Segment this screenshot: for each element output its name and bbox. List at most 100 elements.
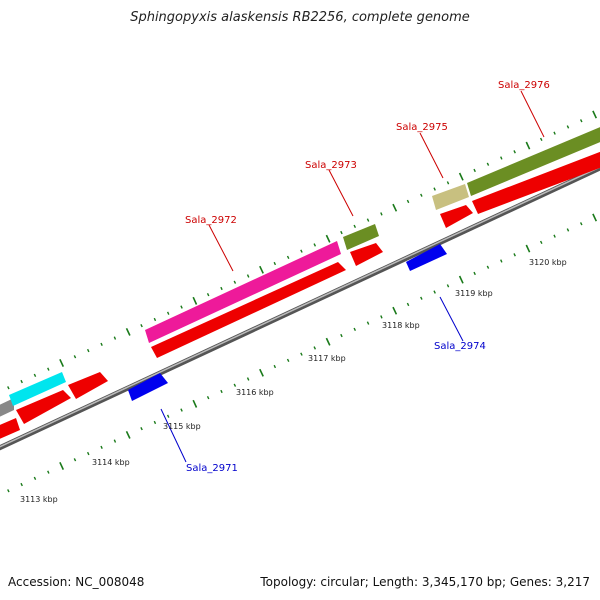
tick-mark [579,222,583,226]
tick-mark [539,240,543,245]
tick-mark [325,234,331,243]
tick-mark [513,150,516,154]
tick-mark [7,386,10,390]
tick-mark [300,249,303,253]
tick-mark [33,476,37,481]
kbp-label: 3117 kbp [308,354,346,363]
kbp-labels: 3113 kbp 3114 kbp 3115 kbp 3116 kbp 3117… [20,258,567,504]
tick-mark [525,244,531,253]
kbp-label: 3116 kbp [236,388,274,397]
tick-mark [20,482,23,487]
kbp-label: 3120 kbp [529,258,567,267]
kbp-scale-track [7,213,598,493]
cog-block-gray[interactable] [0,398,14,419]
gene-fwd-3[interactable] [68,372,108,399]
tick-mark [420,296,423,300]
tick-mark [47,470,50,474]
tick-mark [47,367,50,371]
tick-mark [313,243,317,247]
tick-mark [579,119,583,123]
cog-block-sala-2972[interactable] [145,241,341,343]
tick-mark [446,284,450,288]
tick-mark [233,383,237,387]
tick-mark [300,352,303,356]
gene-fwd-2[interactable] [16,390,71,424]
forward-genes [0,150,600,441]
tick-mark [153,317,157,322]
gene-sala-2975[interactable] [440,205,473,228]
tick-mark [353,327,357,332]
kbp-label: 3114 kbp [92,458,130,467]
tick-mark [166,414,170,418]
kbp-label: 3118 kbp [382,321,420,330]
label-sala-2975[interactable]: Sala_2975 [396,122,448,133]
tick-mark [246,274,250,278]
gene-sala-2976[interactable] [472,150,600,214]
tick-mark [473,168,476,173]
tick-mark [566,125,570,129]
tick-mark [380,315,383,319]
tick-mark [486,162,490,166]
tick-mark [500,156,503,160]
tick-mark [392,306,398,315]
tick-mark [113,439,117,443]
label-sala-2976[interactable]: Sala_2976 [498,80,550,91]
tick-mark [273,261,277,266]
gene-sala-2974[interactable] [406,244,447,271]
cog-block-sala-2973[interactable] [343,224,379,250]
tick-mark [125,430,131,439]
label-sala-2971[interactable]: Sala_2971 [186,463,238,474]
tick-mark [592,213,598,222]
accession-text: Accession: NC_008048 [8,575,145,589]
tick-mark [86,348,90,353]
tick-mark [286,358,290,363]
tick-mark [433,290,436,294]
tick-mark [446,181,450,185]
tick-mark [366,321,370,325]
tick-mark [206,292,210,297]
gene-fwd-1[interactable] [0,418,20,441]
tick-mark [220,286,223,291]
cog-block-sala-2976[interactable] [467,125,600,196]
tick-mark [153,420,157,425]
map-title: Sphingopyxis alaskensis RB2256, complete… [130,10,470,25]
tick-mark [86,451,90,456]
cog-block-sala-2975[interactable] [432,184,469,210]
genome-summary-text: Topology: circular; Length: 3,345,170 bp… [260,575,590,589]
kbp-label: 3115 kbp [163,422,201,431]
tick-mark [566,228,570,232]
gene-sala-2972[interactable] [151,262,346,358]
kbp-label: 3113 kbp [20,495,58,504]
tick-mark [246,377,250,381]
tick-mark [7,489,10,493]
tick-mark [73,355,77,359]
label-sala-2972[interactable]: Sala_2972 [185,215,237,226]
tick-mark [180,305,183,309]
tick-mark [206,395,210,400]
tick-mark [59,358,65,367]
tick-mark [406,199,410,204]
kbp-label: 3119 kbp [455,289,493,298]
tick-mark [59,461,65,470]
tick-mark [313,346,317,350]
tick-mark [340,230,343,235]
label-sala-2973[interactable]: Sala_2973 [305,160,357,171]
gene-sala-2973[interactable] [350,243,383,266]
gene-sala-2971[interactable] [128,373,168,401]
tick-mark [73,458,77,462]
tick-mark [353,224,357,229]
tick-mark [100,445,103,449]
tick-mark [192,399,198,408]
tick-mark [486,265,490,269]
tick-mark [592,110,598,119]
cog-block-cyan[interactable] [9,372,66,406]
cog-track [0,125,600,419]
tick-mark [553,131,556,135]
tick-mark [286,255,290,260]
tick-mark [325,337,331,346]
tick-mark [513,253,516,257]
tick-mark [380,212,383,216]
label-leaders [160,90,545,463]
label-sala-2974[interactable]: Sala_2974 [434,341,486,352]
